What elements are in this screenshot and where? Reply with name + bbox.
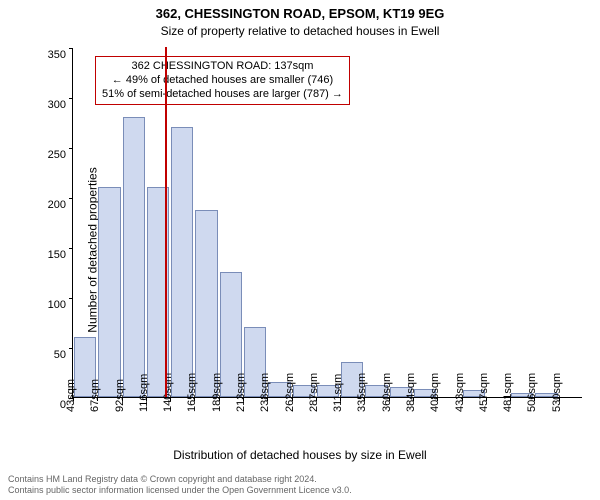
annotation-line3: 51% of semi-detached houses are larger (… bbox=[102, 88, 343, 102]
property-marker-line bbox=[165, 47, 167, 397]
chart-title-line2: Size of property relative to detached ho… bbox=[0, 24, 600, 38]
histogram-bar bbox=[195, 210, 217, 397]
plot-area: 362 CHESSINGTON ROAD: 137sqm ← 49% of de… bbox=[72, 48, 582, 398]
chart-container: 362, CHESSINGTON ROAD, EPSOM, KT19 9EG S… bbox=[0, 0, 600, 500]
y-tick-label: 200 bbox=[26, 199, 66, 211]
y-tick-label: 0 bbox=[26, 399, 66, 411]
y-tick-label: 150 bbox=[26, 249, 66, 261]
histogram-bar bbox=[171, 127, 193, 397]
x-axis-label: Distribution of detached houses by size … bbox=[0, 448, 600, 462]
y-tick-label: 250 bbox=[26, 149, 66, 161]
histogram-bar bbox=[98, 187, 120, 397]
y-tick-label: 350 bbox=[26, 49, 66, 61]
annotation-line1: 362 CHESSINGTON ROAD: 137sqm bbox=[102, 60, 343, 74]
footer-line1: Contains HM Land Registry data © Crown c… bbox=[8, 474, 352, 485]
y-tick-label: 50 bbox=[26, 349, 66, 361]
footer-text: Contains HM Land Registry data © Crown c… bbox=[8, 474, 352, 496]
histogram-bar bbox=[123, 117, 145, 397]
chart-title-line1: 362, CHESSINGTON ROAD, EPSOM, KT19 9EG bbox=[0, 6, 600, 21]
annotation-line2: ← 49% of detached houses are smaller (74… bbox=[102, 74, 343, 88]
footer-line2: Contains public sector information licen… bbox=[8, 485, 352, 496]
y-tick-label: 100 bbox=[26, 299, 66, 311]
annotation-box: 362 CHESSINGTON ROAD: 137sqm ← 49% of de… bbox=[95, 56, 350, 105]
y-tick-label: 300 bbox=[26, 99, 66, 111]
